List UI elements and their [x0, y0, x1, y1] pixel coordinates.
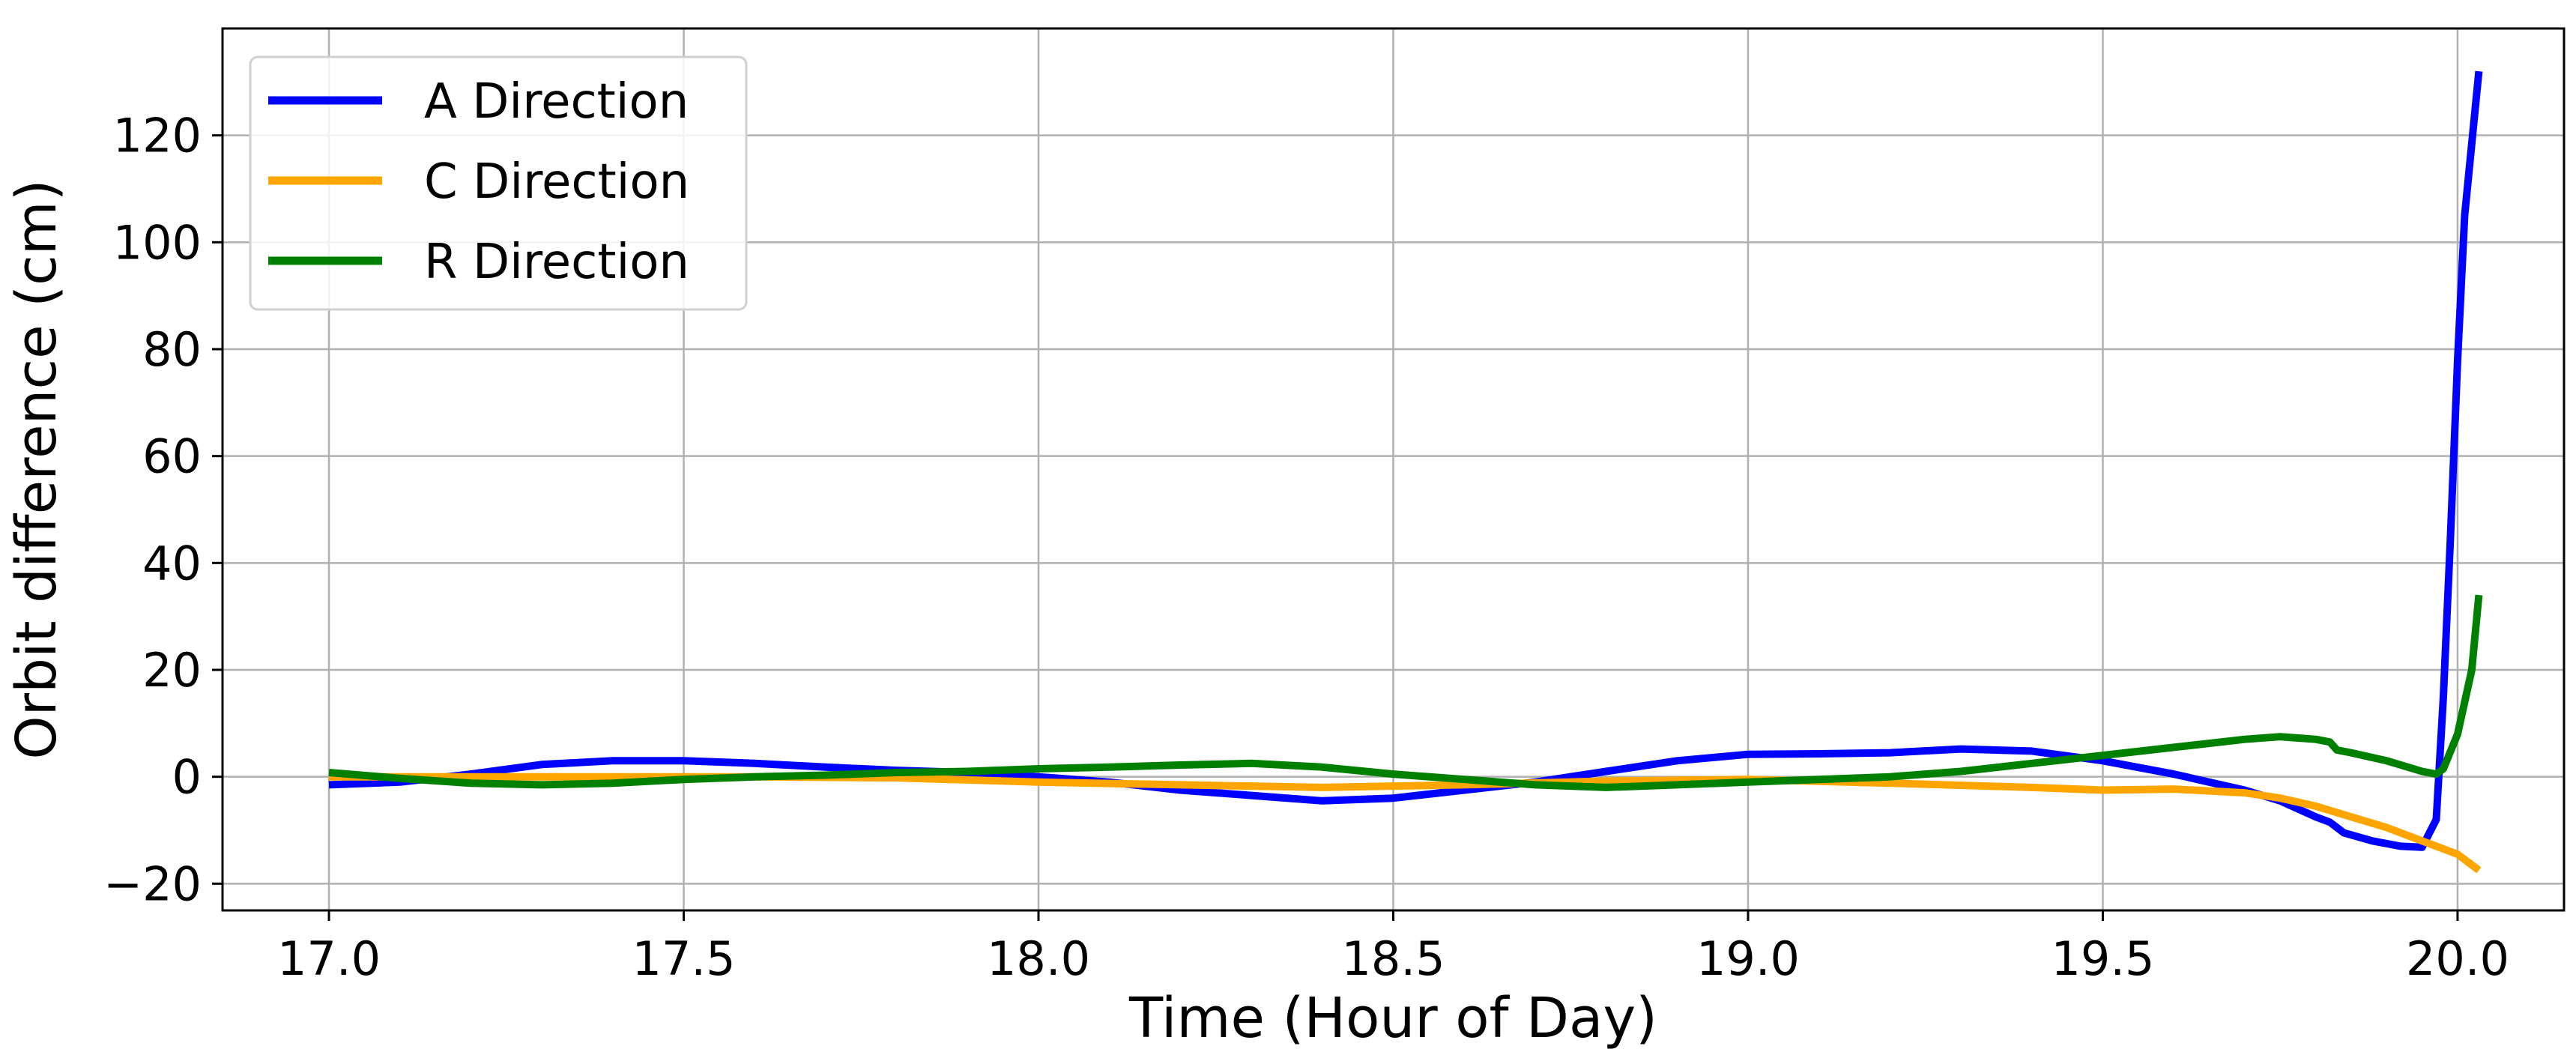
y-axis: −20 0 20 40 60 80 100 120: [103, 109, 223, 911]
y-axis-label: Orbit difference (cm): [4, 179, 69, 759]
x-tick-label: 17.5: [632, 931, 736, 986]
y-tick-label: −20: [103, 856, 202, 911]
x-axis: 17.0 17.5 18.0 18.5 19.0 19.5 20.0: [277, 910, 2509, 986]
series-line: [329, 773, 2482, 874]
legend-label: R Direction: [424, 235, 689, 290]
y-tick-label: 20: [142, 643, 202, 698]
y-tick-label: 80: [142, 322, 202, 377]
x-tick-label: 17.0: [277, 931, 381, 986]
y-tick-label: 0: [172, 750, 202, 805]
y-tick-label: 40: [142, 536, 202, 590]
y-tick-label: 60: [142, 429, 202, 484]
x-tick-label: 18.0: [987, 931, 1090, 986]
series-line: [328, 70, 2483, 851]
series-line: [328, 594, 2483, 791]
x-tick-label: 19.0: [1696, 931, 1800, 986]
series-lines: [328, 70, 2483, 874]
x-tick-label: 19.5: [2051, 931, 2154, 986]
legend: A Direction C Direction R Direction: [249, 55, 748, 311]
x-tick-label: 20.0: [2406, 931, 2509, 986]
y-tick-label: 100: [113, 215, 202, 270]
legend-label: C Direction: [424, 154, 689, 210]
x-tick-label: 18.5: [1341, 931, 1445, 986]
legend-box: [249, 55, 748, 311]
legend-label: A Direction: [424, 74, 689, 130]
y-tick-label: 120: [113, 109, 202, 163]
x-axis-label: Time (Hour of Day): [1128, 986, 1657, 1051]
